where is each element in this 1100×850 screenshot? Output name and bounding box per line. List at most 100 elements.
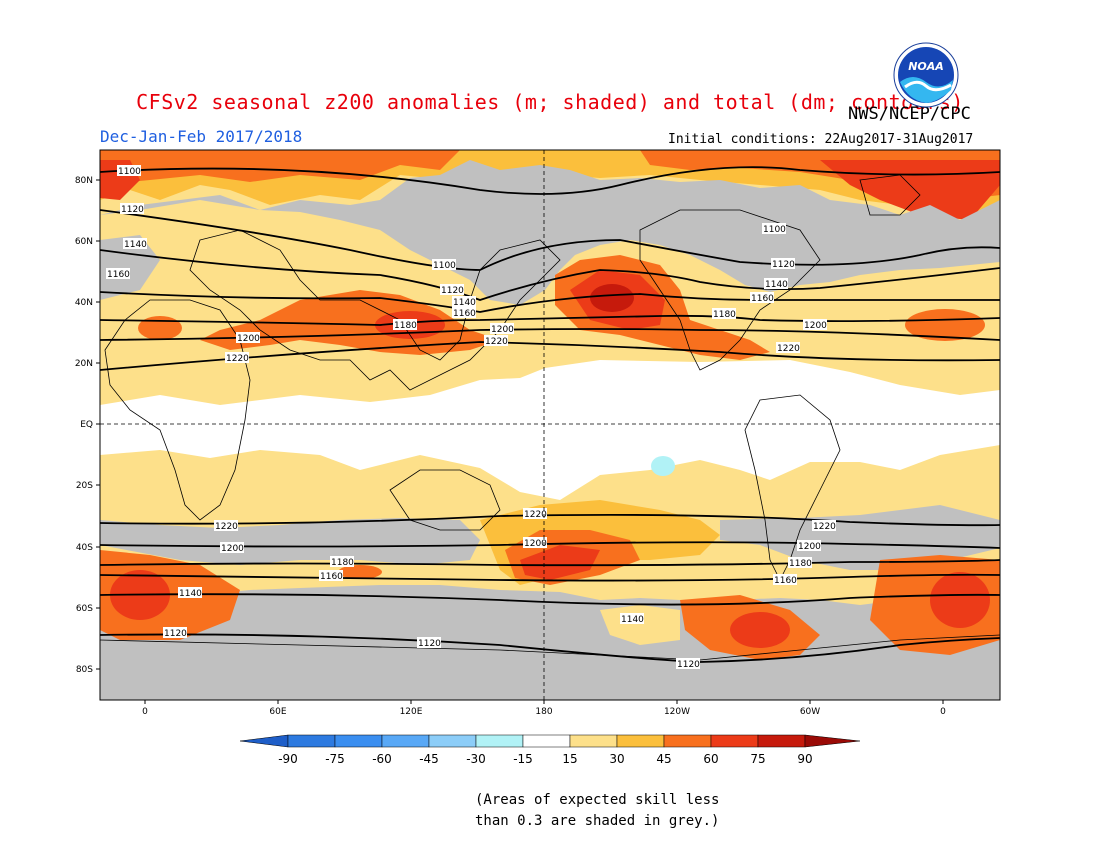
colorbar: -90 -75 -60 -45 -30 -15 15 30 45 60 75 9… <box>239 734 861 766</box>
arctic-red-east <box>820 160 1000 220</box>
contour-label-1220a: 1220 <box>226 354 249 364</box>
colorbar-bin-8 <box>616 734 665 748</box>
colorbar-label-9: 45 <box>656 752 671 766</box>
skill-note-line-1: (Areas of expected skill less <box>475 792 720 808</box>
lat-label-40s: 40S <box>76 543 93 553</box>
lon-label-0-left: 0 <box>142 707 148 717</box>
contour-label-1220c: 1220 <box>777 344 800 354</box>
contour-label-1200a: 1200 <box>237 334 260 344</box>
colorbar-label-1: -90 <box>278 752 298 766</box>
south-indian-red <box>930 572 990 628</box>
contour-label-1220f: 1220 <box>813 522 836 532</box>
contour-1160-south <box>100 573 1000 582</box>
atlantic-orange <box>905 309 985 341</box>
logo-text: NOAA <box>908 60 944 73</box>
south-pacific-red <box>520 545 600 580</box>
contour-label-group: 1100 1120 1140 1160 1200 1220 1100 1120 … <box>106 165 836 670</box>
contour-label-1180b: 1180 <box>394 321 417 331</box>
longitude-axis: 0 60E 120E 180 120W 60W 0 <box>142 700 946 717</box>
lon-label-120e: 120E <box>400 707 423 717</box>
agency-label: NWS/NCEP/CPC <box>848 104 971 124</box>
contour-1120-south <box>100 633 1000 663</box>
colorbar-label-3: -60 <box>372 752 392 766</box>
lon-label-180: 180 <box>535 707 552 717</box>
contour-label-1160f: 1160 <box>774 576 797 586</box>
contour-label-1120f: 1120 <box>677 660 700 670</box>
colorbar-label-4: -45 <box>419 752 439 766</box>
africa-orange <box>138 316 182 340</box>
season-label: Dec-Jan-Feb 2017/2018 <box>100 127 303 146</box>
noaa-logo-icon: NOAA <box>893 42 959 108</box>
contour-label-1120b: 1120 <box>441 286 464 296</box>
colorbar-label-8: 30 <box>609 752 624 766</box>
negative-anomaly-blob <box>651 456 675 476</box>
contour-label-1200d: 1200 <box>221 544 244 554</box>
contour-label-1140b: 1140 <box>453 298 476 308</box>
contour-label-1140c: 1140 <box>765 280 788 290</box>
lat-label-eq: EQ <box>80 420 93 430</box>
colorbar-label-5: -30 <box>466 752 486 766</box>
contour-1200-north <box>100 328 1000 341</box>
lat-label-80s: 80S <box>76 665 93 675</box>
colorbar-bin-6 <box>522 734 571 748</box>
contour-label-1160b: 1160 <box>453 309 476 319</box>
colorbar-bin-1 <box>287 734 336 748</box>
skill-note-line-2: than 0.3 are shaded in grey.) <box>475 813 720 829</box>
lat-label-60n: 60N <box>75 237 93 247</box>
latitude-axis: 80N 60N 40N 20N EQ 20S 40S 60S 80S <box>75 176 100 675</box>
contour-label-1200e: 1200 <box>524 539 547 549</box>
contour-label-1200c: 1200 <box>804 321 827 331</box>
contour-label-1140a: 1140 <box>124 240 147 250</box>
map-frame <box>99 149 1001 701</box>
lon-label-60e: 60E <box>269 707 286 717</box>
antarctica-outline <box>100 634 1000 661</box>
lon-label-0-right: 0 <box>940 707 946 717</box>
contour-label-1200f: 1200 <box>798 542 821 552</box>
contour-label-1100b: 1100 <box>433 261 456 271</box>
contour-1180-south <box>100 559 1000 567</box>
contour-label-1180f: 1180 <box>789 559 812 569</box>
lon-label-120w: 120W <box>664 707 690 717</box>
near-zero-tropics <box>100 360 1000 500</box>
africa-outline <box>104 299 251 521</box>
initial-conditions-label: Initial conditions: 22Aug2017-31Aug2017 <box>668 132 974 147</box>
map-title: CFSv2 seasonal z200 anomalies (m; shaded… <box>136 90 964 114</box>
colorbar-bin-5 <box>475 734 524 748</box>
colorbar-label-7: 15 <box>562 752 577 766</box>
colorbar-bin-7 <box>569 734 618 748</box>
lat-label-40n: 40N <box>75 298 93 308</box>
contour-label-1140e: 1140 <box>621 615 644 625</box>
colorbar-bin-2 <box>334 734 383 748</box>
contour-label-1220b: 1220 <box>485 337 508 347</box>
lon-label-60w: 60W <box>800 707 820 717</box>
contour-label-1120e: 1120 <box>418 639 441 649</box>
contour-label-1120d: 1120 <box>164 629 187 639</box>
contour-label-1100a: 1100 <box>118 167 141 177</box>
colorbar-bin-11 <box>757 734 806 748</box>
contour-label-1120a: 1120 <box>121 205 144 215</box>
colorbar-bin-9 <box>663 734 712 748</box>
colorbar-bin-3 <box>381 734 430 748</box>
colorbar-bin-10 <box>710 734 759 748</box>
coastlines <box>100 174 1000 661</box>
south-pacific-polar-red <box>730 612 790 648</box>
contour-1220-north <box>100 341 1000 371</box>
contour-1140-south <box>100 593 1000 606</box>
south-skill-mask-1 <box>100 518 480 565</box>
colorbar-label-2: -75 <box>325 752 345 766</box>
north-america-outline <box>639 209 821 371</box>
south-indian-small-orange <box>338 565 382 579</box>
contour-label-1200b: 1200 <box>491 325 514 335</box>
contour-label-1220d: 1220 <box>215 522 238 532</box>
colorbar-label-12: 90 <box>797 752 812 766</box>
greenland-outline <box>859 174 921 216</box>
contour-label-1160a: 1160 <box>107 270 130 280</box>
contour-1100-north <box>100 166 1000 195</box>
colorbar-label-11: 75 <box>750 752 765 766</box>
contour-label-1180c: 1180 <box>713 310 736 320</box>
contour-label-1180d: 1180 <box>331 558 354 568</box>
contour-1160-north <box>100 291 1000 313</box>
colorbar-bin-4 <box>428 734 477 748</box>
lat-label-20s: 20S <box>76 481 93 491</box>
